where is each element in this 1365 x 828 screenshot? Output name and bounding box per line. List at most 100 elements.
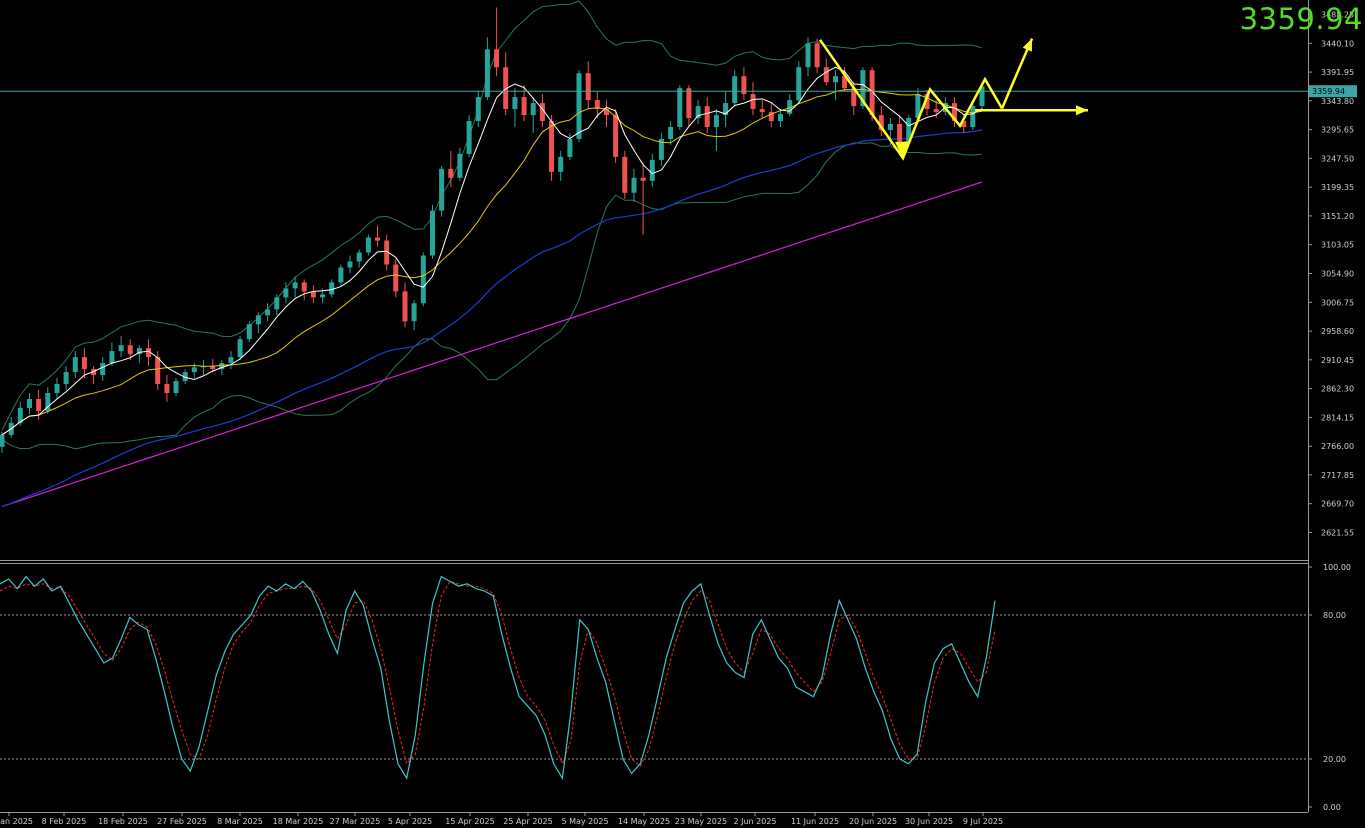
candle-body	[173, 381, 179, 393]
date-tick-label: 5 Apr 2025	[388, 817, 432, 826]
date-tick-label: 15 Apr 2025	[445, 817, 494, 826]
date-tick-label: 14 May 2025	[618, 817, 670, 826]
candle-body	[72, 357, 78, 372]
candle-body	[521, 97, 527, 115]
candle-body	[823, 67, 829, 83]
candle-body	[411, 303, 417, 322]
candle-body	[713, 115, 719, 128]
price-tick-label: 2621.55	[1321, 529, 1354, 538]
candle-body	[365, 237, 371, 253]
candle-body	[136, 348, 142, 355]
candle-body	[503, 67, 509, 109]
candle-body	[45, 393, 51, 411]
candle-body	[704, 106, 710, 127]
candle-body	[732, 76, 738, 104]
candle-body	[127, 345, 133, 355]
candle-body	[512, 97, 518, 110]
date-tick-label: 18 Feb 2025	[98, 817, 148, 826]
candle-body	[878, 115, 884, 130]
forecast-arrows-annotation	[818, 38, 1088, 161]
candle-body	[906, 118, 912, 142]
candle-body	[741, 76, 747, 95]
candle-body	[576, 73, 582, 139]
candle-body	[530, 103, 536, 116]
candle-body	[63, 372, 69, 385]
candle-body	[265, 309, 271, 316]
candle-body	[869, 70, 875, 115]
candle-body	[494, 49, 500, 68]
candle-body	[347, 261, 353, 268]
price-tick-label: 3440.10	[1321, 39, 1354, 48]
price-tick-label: 3054.90	[1321, 270, 1354, 279]
candle-body	[933, 109, 939, 113]
price-tick-label: 2862.30	[1321, 385, 1354, 394]
candle-body	[91, 369, 97, 376]
candle-body	[475, 97, 481, 121]
candle-body	[558, 156, 564, 172]
candle-body	[109, 351, 115, 364]
price-tick-label: 2669.70	[1321, 500, 1354, 509]
price-tick-label: 3151.20	[1321, 212, 1354, 221]
candle-body	[246, 324, 252, 340]
date-tick-label: 18 Mar 2025	[273, 817, 324, 826]
price-tick-label: 2910.45	[1321, 356, 1354, 365]
date-tick-label: 27 Feb 2025	[157, 817, 207, 826]
candlestick-series	[0, 7, 985, 453]
candle-body	[310, 291, 316, 298]
date-tick-label: 11 Jun 2025	[791, 817, 839, 826]
candle-body	[686, 88, 692, 119]
candle-body	[833, 76, 838, 83]
candle-body	[274, 297, 280, 310]
candle-body	[457, 153, 463, 178]
candle-body	[439, 168, 445, 211]
date-tick-label: 30 Jun 2025	[905, 817, 953, 826]
candle-body	[384, 240, 390, 265]
ma-fast-line	[1, 66, 983, 436]
ma-fast-line	[1, 66, 983, 436]
candle-body	[759, 109, 765, 113]
candle-body	[155, 357, 161, 384]
current-price-display: 3359.94	[1239, 2, 1363, 36]
date-tick-label: 5 May 2025	[561, 817, 608, 826]
candle-body	[420, 255, 426, 304]
price-tick-label: 2766.00	[1321, 442, 1354, 451]
candle-body	[723, 103, 729, 116]
price-tick-label: 3247.50	[1321, 154, 1354, 163]
price-tick-label: 2814.15	[1321, 413, 1354, 422]
candle-body	[191, 367, 197, 373]
candle-body	[658, 139, 664, 160]
ma-long-line	[1, 181, 983, 508]
bollinger-lower-line	[1, 142, 983, 450]
stoch-signal-line	[0, 580, 996, 767]
candle-body	[118, 345, 124, 352]
candle-body	[750, 94, 756, 109]
candle-body	[979, 86, 985, 107]
candle-body	[613, 115, 619, 157]
price-tick-label: 3199.35	[1321, 183, 1354, 192]
date-tick-label: 25 Apr 2025	[503, 817, 552, 826]
candle-body	[164, 384, 170, 393]
candle-body	[219, 363, 225, 370]
current-price-tag-label: 3359.94	[1312, 87, 1345, 96]
candle-body	[970, 106, 976, 127]
arrow-shaft	[1000, 38, 1034, 109]
stoch-tick-label: 20.00	[1323, 755, 1346, 764]
ma-slow-line	[1, 129, 983, 508]
candle-body	[677, 88, 683, 127]
bollinger-upper-line	[1, 0, 983, 431]
candle-body	[393, 264, 399, 292]
candle-body	[768, 112, 774, 122]
candle-body	[54, 384, 60, 393]
candle-body	[860, 70, 866, 107]
price-tick-label: 3343.80	[1321, 97, 1354, 106]
candle-body	[466, 121, 472, 154]
date-tick-label: 20 Jun 2025	[849, 817, 897, 826]
date-tick-label: 2 Jun 2025	[733, 817, 776, 826]
stoch-tick-label: 0.00	[1323, 803, 1341, 812]
date-axis: 30 Jan 2025 8 Feb 2025 18 Feb 2025 27 Feb 2…	[0, 812, 1003, 826]
candle-body	[17, 407, 23, 423]
ma-mid-line	[1, 88, 983, 436]
candle-body	[695, 106, 701, 119]
arrowhead	[1076, 105, 1088, 116]
